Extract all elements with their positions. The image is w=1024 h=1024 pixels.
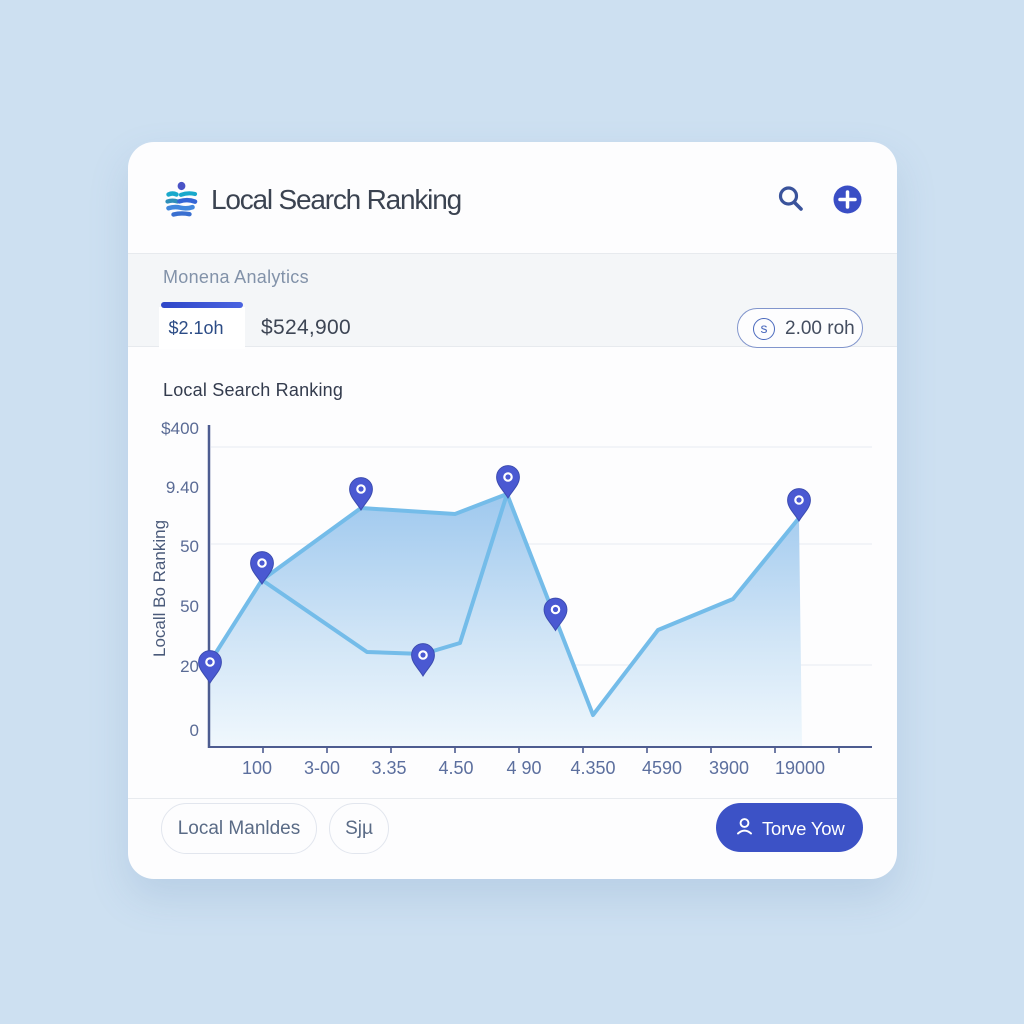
svg-text:Locall Bo Ranking: Locall Bo Ranking [150,520,169,657]
svg-text:0: 0 [190,721,199,740]
svg-text:100: 100 [242,758,272,778]
svg-text:20: 20 [180,657,199,676]
svg-text:4590: 4590 [642,758,682,778]
svg-text:50: 50 [180,537,199,556]
svg-text:$400: $400 [161,419,199,438]
svg-text:19000: 19000 [775,758,825,778]
svg-text:4.50: 4.50 [438,758,473,778]
svg-text:4 90: 4 90 [506,758,541,778]
svg-text:3-00: 3-00 [304,758,340,778]
svg-text:3900: 3900 [709,758,749,778]
svg-text:3.35: 3.35 [371,758,406,778]
svg-text:4.350: 4.350 [570,758,615,778]
svg-text:50: 50 [180,597,199,616]
svg-text:9.40: 9.40 [166,478,199,497]
